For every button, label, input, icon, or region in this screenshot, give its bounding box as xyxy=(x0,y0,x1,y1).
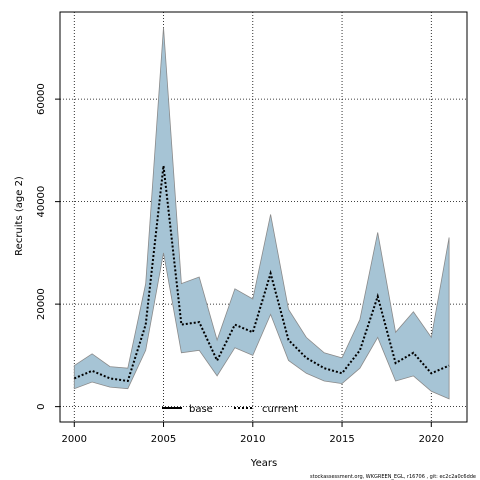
confidence-band xyxy=(73,27,450,400)
x-axis-label: Years xyxy=(250,458,277,469)
legend-current-label: current xyxy=(262,404,298,415)
y-tick-label: 0 xyxy=(36,403,47,409)
x-tick-label: 2005 xyxy=(151,434,176,445)
plot-frame xyxy=(59,11,468,423)
legend: base current xyxy=(162,404,298,415)
y-tick-label: 60000 xyxy=(36,83,47,115)
x-tick-label: 2010 xyxy=(240,434,265,445)
x-tick-label: 2015 xyxy=(329,434,354,445)
x-ticks: 2000 2005 2010 2015 2020 xyxy=(62,422,444,445)
y-ticks: 0 20000 40000 60000 xyxy=(36,83,60,410)
y-tick-label: 20000 xyxy=(36,288,47,320)
legend-base-label: base xyxy=(189,404,213,415)
x-tick-label: 2020 xyxy=(419,434,444,445)
y-axis-label: Recruits (age 2) xyxy=(14,176,25,256)
y-tick-label: 40000 xyxy=(36,186,47,218)
footer-note: stockassessment.org, WKGREEN_EGL, r16706… xyxy=(310,474,476,480)
x-tick-label: 2000 xyxy=(62,434,87,445)
